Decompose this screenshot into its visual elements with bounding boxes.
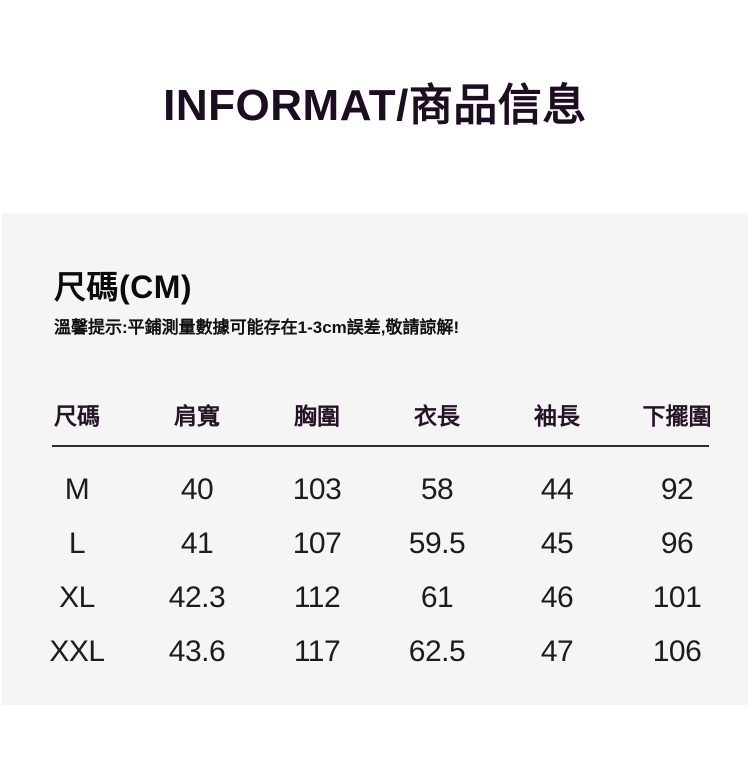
measurement-cell: 107: [292, 527, 342, 560]
table-row: XL 42.3 112 61 46 101: [17, 571, 737, 625]
measurement-cell: 46: [540, 581, 574, 614]
table-header-cell: 下擺圍: [642, 403, 712, 429]
measurement-cell: 59.5: [408, 527, 466, 560]
measurement-cell: 96: [660, 527, 694, 560]
measurement-cell: 62.5: [408, 635, 466, 668]
page-title: INFORMAT/商品信息: [163, 81, 587, 130]
table-header-row: 尺碼 肩寬 胸圍 衣長 袖長 下擺圍: [17, 404, 737, 428]
table-header-cell: 肩寬: [174, 403, 220, 429]
table-header-cell: 尺碼: [54, 403, 100, 429]
size-section-heading: 尺碼(CM): [54, 269, 193, 305]
size-chart-table: 尺碼 肩寬 胸圍 衣長 袖長 下擺圍: [17, 404, 737, 428]
size-info-panel: 尺碼(CM) 溫馨提示:平鋪測量數據可能存在1-3cm誤差,敬請諒解! 尺碼 肩寬…: [2, 213, 748, 705]
measurement-cell: 103: [292, 473, 342, 506]
table-header-cell: 衣長: [414, 403, 460, 429]
measurement-cell: 112: [293, 581, 341, 614]
measurement-cell: 106: [652, 635, 702, 668]
table-row: L 41 107 59.5 45 96: [17, 517, 737, 571]
table-header-cell: 袖長: [534, 403, 580, 429]
size-label-cell: L: [68, 527, 86, 560]
measurement-cell: 61: [420, 581, 454, 614]
measurement-cell: 42.3: [168, 581, 226, 614]
measurement-cell: 58: [420, 473, 454, 506]
measurement-cell: 47: [540, 635, 574, 668]
size-label-cell: XL: [59, 581, 95, 614]
measurement-cell: 45: [540, 527, 574, 560]
measurement-disclaimer-note: 溫馨提示:平鋪測量數據可能存在1-3cm誤差,敬請諒解!: [54, 318, 460, 337]
size-label-cell: M: [64, 473, 90, 506]
measurement-cell: 117: [293, 635, 341, 668]
size-label-cell: XXL: [49, 635, 105, 668]
measurement-cell: 101: [652, 581, 702, 614]
measurement-cell: 43.6: [168, 635, 226, 668]
measurement-cell: 92: [660, 473, 694, 506]
header-divider-line: [52, 445, 709, 447]
table-row: XXL 43.6 117 62.5 47 106: [17, 625, 737, 679]
table-row: M 40 103 58 44 92: [17, 463, 737, 517]
measurement-cell: 40: [180, 473, 214, 506]
table-header-cell: 胸圍: [294, 403, 340, 429]
size-chart-table-body: M 40 103 58 44 92 L 41 107 59.5 45 96 XL 42.3 112 61 46 1…: [17, 447, 737, 679]
measurement-cell: 44: [540, 473, 574, 506]
measurement-cell: 41: [180, 527, 214, 560]
